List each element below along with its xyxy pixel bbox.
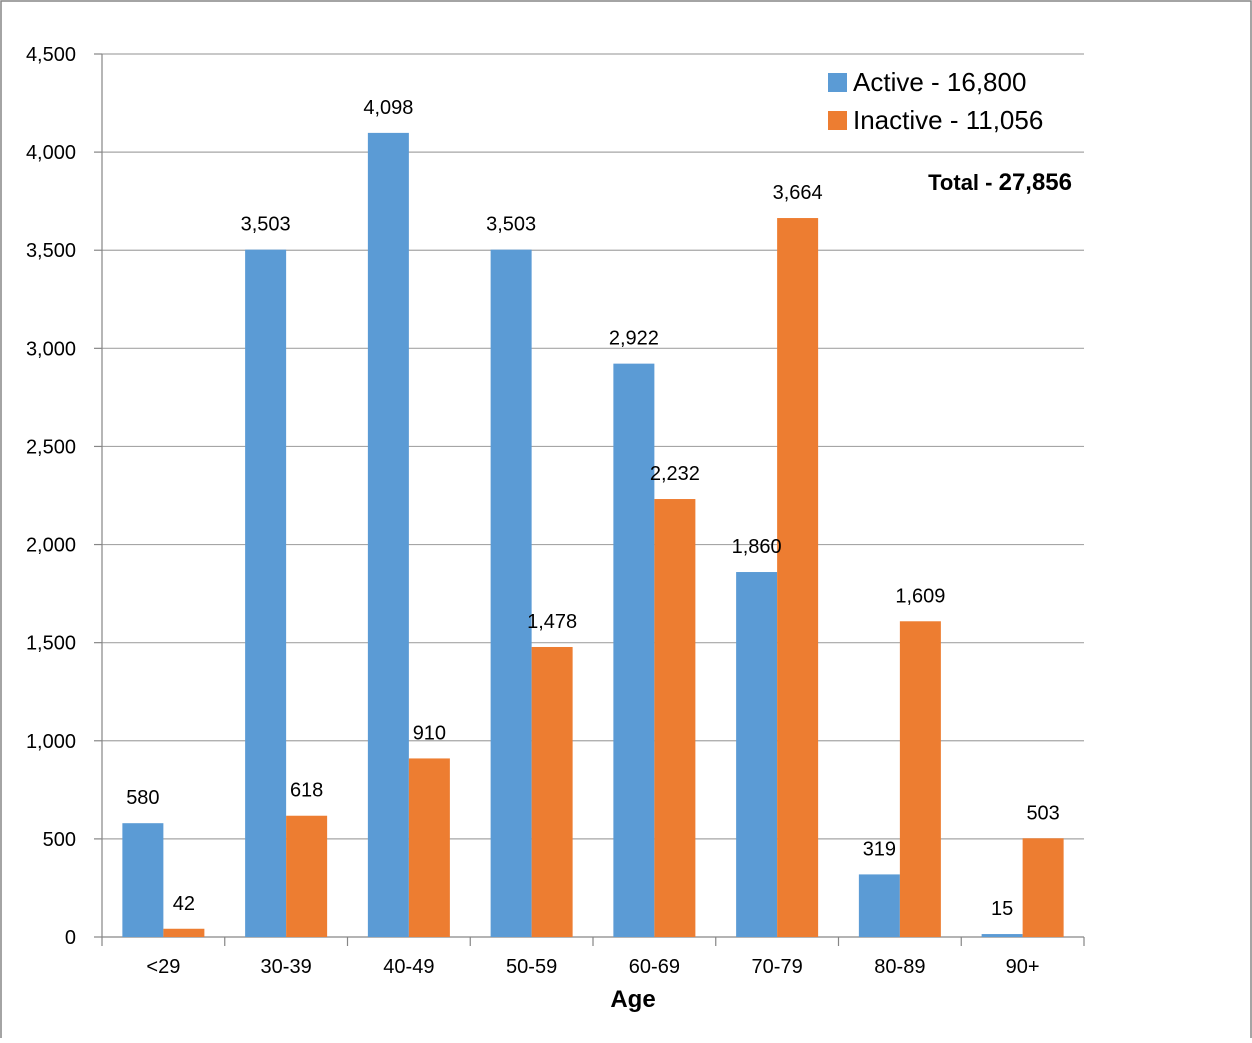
total-value: 27,856: [999, 169, 1072, 196]
data-label-inactive: 910: [413, 722, 446, 744]
x-tick-label: 40-49: [383, 956, 434, 978]
bar-active: [367, 132, 409, 937]
y-tick-label: 2,500: [26, 436, 76, 458]
data-label-inactive: 1,478: [527, 611, 577, 633]
bar-active: [858, 874, 900, 937]
axes: 0 500 1,000 1,500 2,000 2,500 3,000 3,500 4,000 4…: [26, 44, 1085, 978]
legend-label-active: Active - 16,800: [853, 67, 1026, 97]
x-tick-label: 60-69: [629, 956, 680, 978]
data-label-inactive: 3,664: [773, 182, 823, 204]
bar-inactive: [531, 646, 573, 937]
bar-inactive: [1022, 838, 1064, 937]
bar-active: [122, 823, 164, 937]
bar-active: [490, 249, 532, 938]
bar-inactive: [286, 815, 328, 937]
x-tick-label: 30-39: [261, 956, 312, 978]
data-label-active: 319: [863, 838, 896, 860]
legend-swatch-inactive: [828, 111, 847, 130]
y-tick-label: 2,000: [26, 535, 76, 557]
bar-active: [613, 363, 655, 937]
bar-inactive: [163, 928, 205, 937]
data-label-active: 3,503: [486, 214, 536, 236]
y-tick-label: 4,500: [26, 44, 76, 66]
bar-active: [245, 249, 287, 938]
bar-inactive: [777, 218, 819, 938]
y-tick-label: 500: [43, 829, 76, 851]
x-tick-label: <29: [146, 956, 180, 978]
x-tick-label: 50-59: [506, 956, 557, 978]
total-prefix: Total -: [928, 170, 998, 195]
data-label-inactive: 503: [1026, 802, 1059, 824]
data-label-active: 3,503: [241, 214, 291, 236]
y-tick-label: 1,500: [26, 633, 76, 655]
x-tick-label: 70-79: [752, 956, 803, 978]
bars: [122, 132, 1064, 938]
y-tick-label: 4,000: [26, 142, 76, 164]
data-label-inactive: 2,232: [650, 463, 700, 485]
y-tick-label: 1,000: [26, 731, 76, 753]
data-label-active: 4,098: [363, 97, 413, 119]
legend-swatch-active: [828, 73, 847, 92]
total-annotation: Total - 27,856: [928, 169, 1072, 196]
y-tick-label: 0: [65, 927, 76, 949]
data-labels: 580 3,503 4,098 3,503 2,922 1,860 319 15 42 618 91…: [126, 97, 1060, 920]
data-label-active: 15: [991, 898, 1013, 920]
data-label-inactive: 618: [290, 780, 323, 802]
data-label-inactive: 1,609: [895, 585, 945, 607]
data-label-active: 1,860: [732, 536, 782, 558]
bar-inactive: [654, 499, 696, 937]
y-tick-label: 3,000: [26, 338, 76, 360]
legend-label-inactive: Inactive - 11,056: [853, 105, 1043, 135]
bar-active: [981, 934, 1023, 937]
data-label-active: 580: [126, 787, 159, 809]
x-tick-label: 90+: [1006, 956, 1040, 978]
bar-active: [736, 572, 778, 937]
y-tick-label: 3,500: [26, 240, 76, 262]
data-label-inactive: 42: [173, 893, 195, 915]
x-tick-label: 80-89: [874, 956, 925, 978]
legend: Active - 16,800 Inactive - 11,056: [828, 67, 1043, 135]
data-label-active: 2,922: [609, 328, 659, 350]
bar-inactive: [899, 621, 941, 937]
bar-inactive: [408, 758, 450, 937]
x-axis-title: Age: [610, 986, 655, 1013]
